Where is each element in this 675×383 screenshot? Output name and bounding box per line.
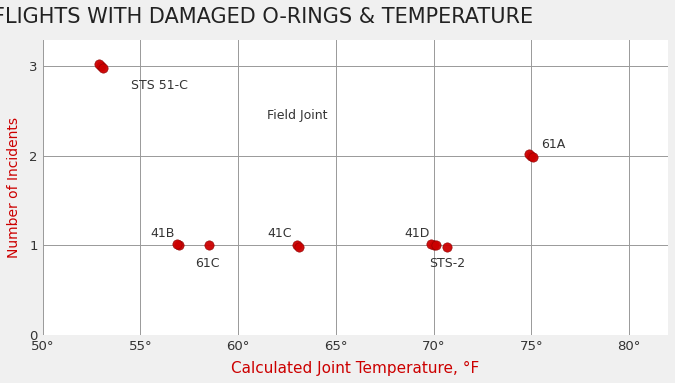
Point (442, 244, 453, 250)
Point (172, 241, 183, 247)
Text: 41D: 41D (404, 227, 429, 240)
Text: 61C: 61C (195, 257, 219, 270)
Point (293, 244, 304, 250)
Text: Field Joint: Field Joint (267, 109, 328, 122)
Text: 41B: 41B (150, 227, 175, 240)
Point (524, 151, 535, 157)
Text: STS-2: STS-2 (429, 257, 466, 270)
Point (425, 241, 436, 247)
Point (431, 242, 441, 249)
Point (98, 65, 109, 71)
Point (94, 61, 105, 67)
Text: 61A: 61A (541, 137, 565, 151)
Text: FLIGHTS WITH DAMAGED O-RINGS & TEMPERATURE: FLIGHTS WITH DAMAGED O-RINGS & TEMPERATU… (0, 7, 533, 27)
Point (292, 242, 302, 249)
Point (203, 242, 214, 249)
Y-axis label: Number of Incidents: Number of Incidents (7, 117, 21, 258)
Point (174, 242, 185, 249)
Text: STS 51-C: STS 51-C (130, 79, 188, 92)
Point (527, 154, 538, 160)
Point (428, 242, 439, 249)
Point (96, 64, 107, 70)
Point (526, 153, 537, 159)
Text: 41C: 41C (267, 227, 292, 240)
X-axis label: Calculated Joint Temperature, °F: Calculated Joint Temperature, °F (232, 361, 479, 376)
